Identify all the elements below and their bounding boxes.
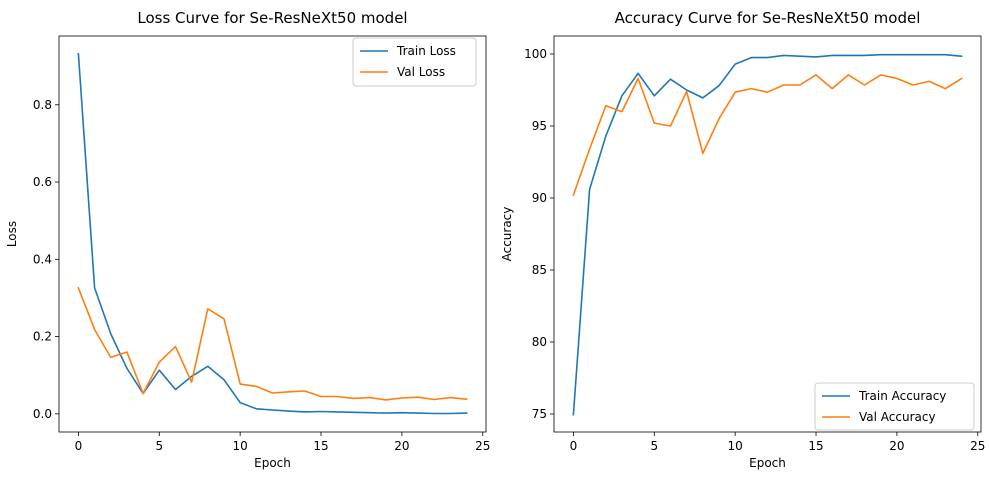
x-tick-label: 15 [808,439,823,453]
x-tick-label: 0 [570,439,578,453]
legend-box [814,382,975,431]
y-tick-label: 0.6 [33,175,52,189]
x-tick-label: 0 [75,439,83,453]
y-tick-label: 0.0 [33,407,52,421]
y-tick-label: 80 [532,335,547,349]
legend-label: Train Accuracy [858,389,946,403]
chart-title: Accuracy Curve for Se-ResNeXt50 model [615,9,921,27]
plot-frame [553,35,982,433]
x-tick-label: 15 [313,439,328,453]
plot-frame [58,35,487,433]
y-tick-label: 75 [532,407,547,421]
y-axis-label: Loss [5,221,19,247]
legend-label: Val Accuracy [859,410,936,424]
series-line-val [572,74,963,197]
legend-label: Val Loss [397,65,445,79]
y-tick-label: 85 [532,263,547,277]
x-axis-label: Epoch [749,456,786,470]
x-tick-label: 10 [728,439,743,453]
series-line-train [572,53,963,416]
x-tick-label: 10 [233,439,248,453]
x-tick-label: 25 [970,439,985,453]
y-tick-label: 0.2 [33,330,52,344]
x-tick-label: 20 [394,439,409,453]
accuracy-chart: Accuracy Curve for Se-ResNeXt50 model 0 5 1… [500,9,985,470]
legend-label: Train Loss [396,44,456,58]
y-tick-label: 90 [532,191,547,205]
x-axis-label: Epoch [254,456,291,470]
x-tick-label: 20 [889,439,904,453]
legend-box [352,37,477,87]
x-tick-label: 5 [155,439,163,453]
loss-chart: Loss Curve for Se-ResNeXt50 model 0 5 10 15 2… [5,9,490,470]
series-line-val [77,286,468,401]
y-tick-label: 100 [524,47,547,61]
x-tick-label: 25 [475,439,490,453]
chart-title: Loss Curve for Se-ResNeXt50 model [137,9,407,27]
y-tick-label: 0.8 [33,98,52,112]
series-line-train [77,52,468,415]
y-axis-label: Accuracy [500,207,514,262]
x-tick-label: 5 [650,439,658,453]
y-tick-label: 95 [532,119,547,133]
y-tick-label: 0.4 [33,252,52,266]
